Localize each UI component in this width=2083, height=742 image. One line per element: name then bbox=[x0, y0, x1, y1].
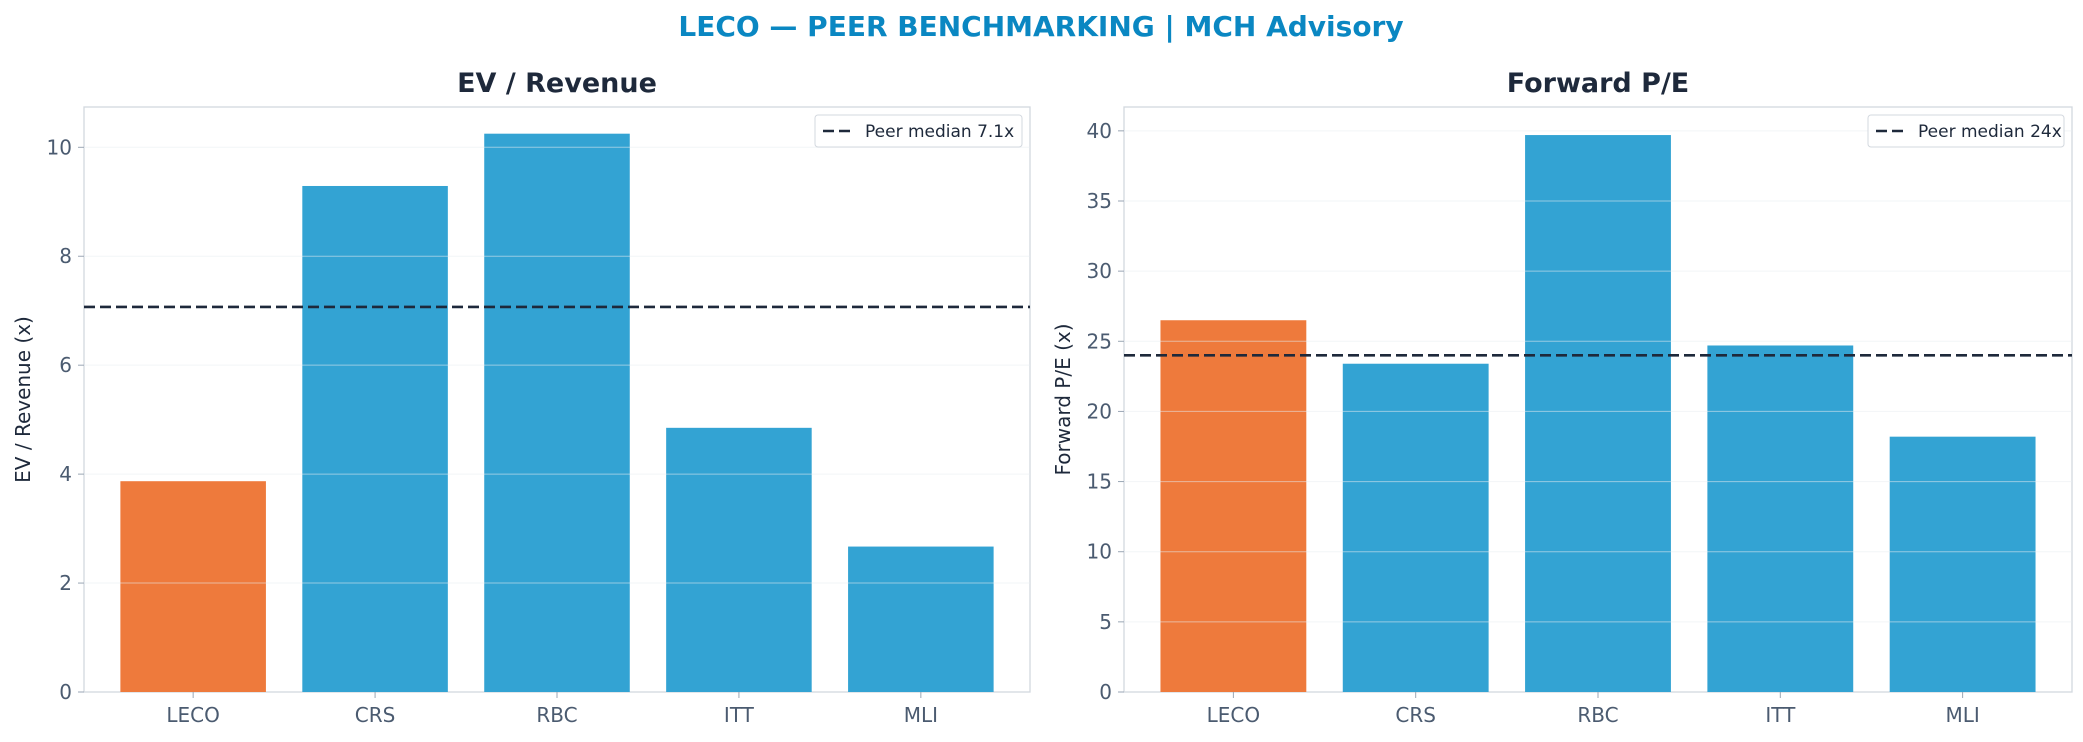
bar-rbc bbox=[1525, 135, 1671, 692]
y-tick-label: 30 bbox=[1087, 259, 1112, 283]
figure-title: LECO — PEER BENCHMARKING | MCH Advisory bbox=[678, 10, 1403, 43]
y-tick-label: 20 bbox=[1087, 399, 1112, 423]
y-tick-label: 4 bbox=[59, 462, 72, 486]
legend-box bbox=[814, 114, 1023, 148]
ev-revenue-y-axis-label: EV / Revenue (x) bbox=[11, 316, 35, 483]
bar-mli bbox=[1889, 436, 2036, 692]
bar-leco bbox=[1160, 320, 1307, 692]
bar-mli bbox=[848, 546, 994, 692]
x-tick-label: MLI bbox=[904, 703, 938, 727]
bar-crs bbox=[302, 185, 448, 692]
y-tick-label: 6 bbox=[59, 353, 72, 377]
bar-crs bbox=[1342, 363, 1489, 692]
bar-itt bbox=[666, 427, 812, 692]
y-tick-label: 40 bbox=[1087, 119, 1112, 143]
legend-label: Peer median 24x bbox=[1918, 122, 2062, 142]
x-tick-label: ITT bbox=[724, 703, 755, 727]
ev-revenue-title: EV / Revenue bbox=[457, 68, 657, 99]
x-tick-label: LECO bbox=[166, 703, 220, 727]
x-tick-label: CRS bbox=[1395, 703, 1436, 727]
y-tick-label: 0 bbox=[59, 680, 72, 704]
ev-revenue-chart: 0 2 4 6 8 10 LECO CRS RBC ITT MLI EV / Revenue EV / … bbox=[11, 68, 1031, 727]
ev-revenue-legend: Peer median 7.1x bbox=[814, 114, 1023, 148]
bar-leco bbox=[120, 481, 266, 692]
x-tick-label: ITT bbox=[1765, 703, 1796, 727]
x-tick-label: LECO bbox=[1207, 703, 1261, 727]
y-tick-label: 10 bbox=[47, 135, 72, 159]
legend-box bbox=[1867, 114, 2065, 148]
bar-itt bbox=[1707, 345, 1854, 692]
legend-label: Peer median 7.1x bbox=[865, 122, 1014, 142]
forward-pe-y-axis-label: Forward P/E (x) bbox=[1051, 323, 1075, 475]
y-tick-label: 0 bbox=[1099, 680, 1112, 704]
forward-pe-chart: 0 5 10 15 20 25 30 35 40 LECO CRS RBC ITT MLI Forward … bbox=[1051, 68, 2073, 727]
forward-pe-title: Forward P/E bbox=[1507, 68, 1690, 99]
y-tick-label: 15 bbox=[1087, 470, 1112, 494]
x-tick-label: CRS bbox=[355, 703, 396, 727]
y-tick-label: 25 bbox=[1087, 329, 1112, 353]
forward-pe-legend: Peer median 24x bbox=[1867, 114, 2065, 148]
y-tick-label: 10 bbox=[1087, 540, 1112, 564]
y-tick-label: 5 bbox=[1099, 610, 1112, 634]
x-tick-label: RBC bbox=[1577, 703, 1618, 727]
x-tick-label: RBC bbox=[536, 703, 577, 727]
bar-rbc bbox=[484, 133, 630, 692]
x-tick-label: MLI bbox=[1945, 703, 1979, 727]
y-tick-label: 35 bbox=[1087, 189, 1112, 213]
y-tick-label: 8 bbox=[59, 244, 72, 268]
y-tick-label: 2 bbox=[59, 571, 72, 595]
